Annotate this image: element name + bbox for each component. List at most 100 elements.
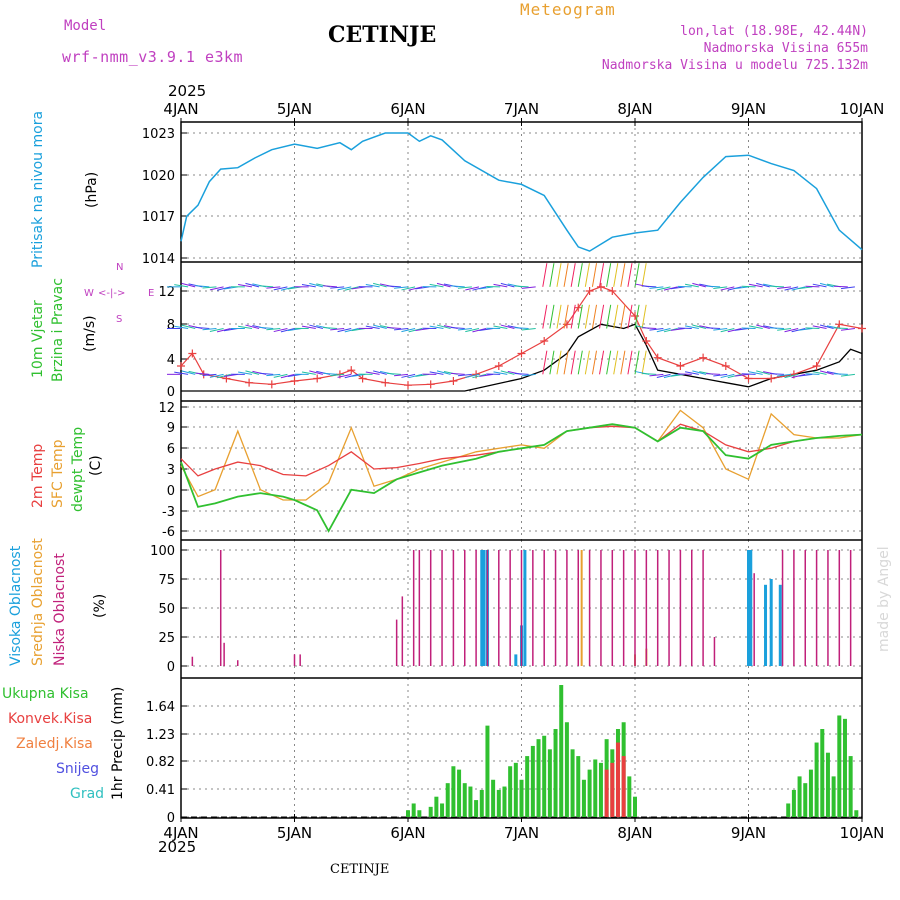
- wind-direction-arrow: [720, 328, 735, 333]
- wind-direction-arrow: [734, 286, 749, 290]
- y-tick-label: 1.64: [146, 700, 175, 715]
- wind-direction-arrow: [584, 350, 590, 375]
- precip-bar: [576, 756, 581, 817]
- precip-bar: [570, 749, 575, 817]
- cloud-bar: [486, 550, 489, 666]
- y-tick-label: 12: [158, 285, 175, 300]
- cloud-bar: [480, 550, 484, 666]
- wind-direction-arrow: [436, 324, 451, 329]
- wind-direction-arrow: [769, 373, 784, 375]
- wind-speed-marker: [812, 362, 821, 370]
- cloud-bar: [464, 550, 466, 666]
- wind-direction-arrow: [542, 304, 548, 329]
- wind-direction-arrow: [337, 328, 352, 333]
- wind-direction-arrow: [591, 350, 598, 375]
- wind-direction-arrow: [238, 371, 253, 375]
- wind-direction-arrow: [549, 263, 555, 287]
- wind-direction-arrow: [570, 304, 576, 329]
- cloud-bar: [588, 550, 591, 666]
- wind-title: 10m Vjetar: [30, 300, 46, 378]
- wind-direction-arrow: [429, 371, 444, 375]
- wind-direction-arrow: [216, 328, 231, 333]
- precip-bar: [786, 803, 791, 817]
- wind-direction-arrow: [181, 324, 196, 329]
- x-tick-label-top: 6JAN: [390, 100, 425, 118]
- wind-direction-arrow: [748, 325, 763, 329]
- wind-direction-arrow: [684, 283, 699, 288]
- precip-bar: [468, 786, 473, 817]
- wind-direction-arrow: [542, 263, 548, 287]
- wind-direction-arrow: [365, 283, 380, 288]
- cloud-bar: [299, 654, 301, 666]
- wind-direction-arrow: [819, 282, 834, 288]
- wind-direction-arrow: [634, 350, 640, 375]
- wind-direction-arrow: [401, 328, 416, 333]
- x-tick-label-top: 7JAN: [504, 100, 539, 118]
- wind-direction-arrow: [649, 286, 664, 289]
- wind-speed-marker: [835, 320, 844, 329]
- wind-direction-arrow: [670, 373, 685, 377]
- x-tick-label-top: 10JAN: [840, 100, 885, 118]
- wind-direction-arrow: [819, 370, 834, 375]
- wind-direction-arrow: [756, 370, 770, 375]
- cloud-bar: [634, 550, 636, 666]
- precip-bar: [542, 735, 547, 817]
- y-tick-label: 0: [167, 484, 175, 499]
- wind-speed-marker: [313, 374, 322, 383]
- wind-direction-arrow: [805, 327, 820, 329]
- cloud-bar: [523, 550, 527, 666]
- wind-direction-arrow: [620, 263, 626, 287]
- wind-direction-arrow: [620, 350, 626, 375]
- cloud-bar: [580, 550, 583, 666]
- wind-speed-marker: [596, 282, 605, 291]
- cloud-bar: [401, 596, 404, 666]
- dir-legend-e: E: [148, 288, 155, 299]
- precip-bar: [825, 752, 830, 817]
- precip-bar: [440, 803, 445, 817]
- x-tick-label-bottom: 6JAN: [390, 824, 425, 842]
- wind-direction-arrow: [549, 350, 555, 375]
- wind-direction-arrow: [606, 263, 612, 287]
- wind-direction-arrow: [245, 324, 260, 329]
- wind-direction-arrow: [819, 324, 834, 329]
- wind-speed-marker: [347, 366, 356, 375]
- wind-direction-arrow: [649, 328, 664, 331]
- y-tick-label: 25: [158, 631, 175, 646]
- wind-direction-arrow: [706, 327, 721, 329]
- cloud-bar: [514, 654, 518, 666]
- wind-speed-marker: [177, 362, 185, 370]
- low-cloud-label: Niska Oblacnost: [52, 553, 68, 666]
- wind-direction-arrow: [429, 283, 444, 288]
- precip-bar: [837, 715, 842, 817]
- precip-bar: [593, 759, 598, 817]
- precip-bar: [791, 789, 796, 817]
- wind-direction-arrow: [720, 373, 735, 379]
- precip-bar: [411, 803, 416, 817]
- cloud-bar: [219, 550, 222, 666]
- wind-direction-arrow: [394, 373, 409, 377]
- wind-direction-arrow: [656, 286, 671, 291]
- wind-direction-arrow: [713, 373, 728, 377]
- cloud-bar: [702, 550, 704, 666]
- wind-speed-marker: [290, 377, 299, 385]
- precip-bar: [496, 789, 501, 817]
- wind-direction-arrow: [323, 285, 338, 288]
- x-tick-label-bottom: 9JAN: [731, 824, 766, 842]
- precip-bar: [559, 685, 564, 817]
- legend-conv-precip: Konvek.Kisa: [8, 711, 93, 727]
- wind-direction-arrow: [386, 285, 401, 288]
- y-tick-label: 0: [167, 660, 175, 675]
- pressure-title: Pritisak na nivou mora: [30, 110, 46, 268]
- wind-direction-arrow: [833, 327, 848, 329]
- wind-direction-arrow: [606, 304, 612, 329]
- mid-cloud-label: Srednja Oblacnost: [30, 538, 46, 666]
- wind-direction-arrow: [337, 373, 352, 378]
- wind-direction-arrow: [457, 373, 472, 377]
- wind-direction-arrow: [181, 282, 196, 288]
- wind-direction-arrow: [570, 350, 576, 375]
- precip-bar: [485, 725, 490, 817]
- wind-direction-arrow: [273, 286, 288, 291]
- wind-direction-arrow: [259, 285, 274, 288]
- wind-direction-arrow: [713, 328, 728, 331]
- wind-speed-marker: [562, 320, 571, 329]
